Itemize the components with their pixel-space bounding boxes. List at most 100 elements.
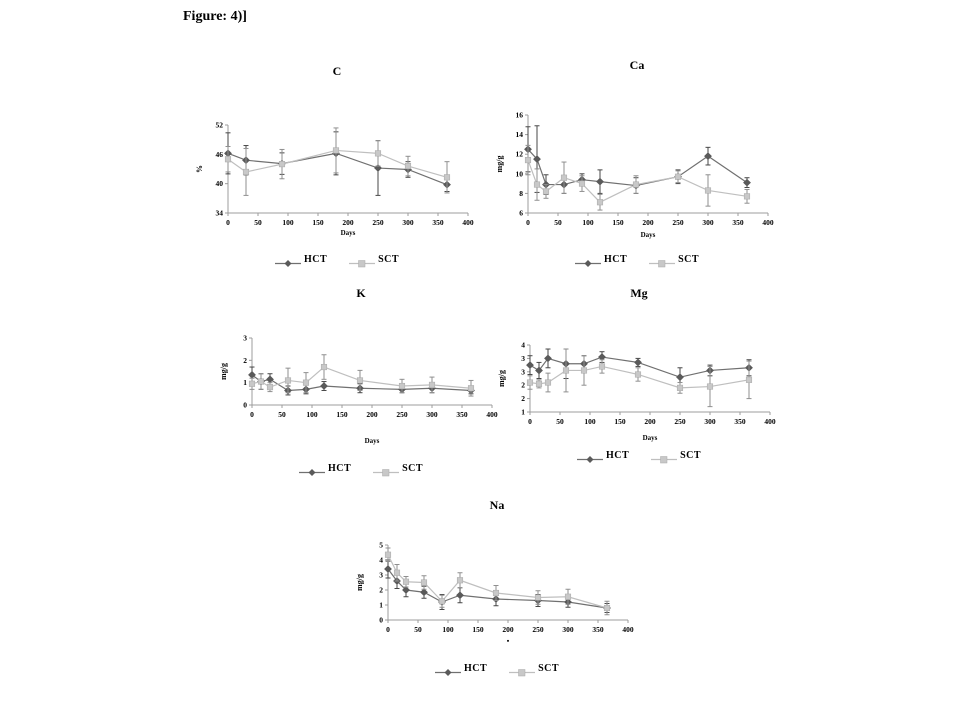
chart-mg-legend: HCT SCT: [494, 450, 784, 464]
svg-text:34: 34: [216, 209, 224, 218]
svg-text:0: 0: [526, 218, 530, 227]
svg-text:46: 46: [216, 150, 224, 159]
svg-text:400: 400: [486, 410, 498, 419]
svg-text:250: 250: [674, 417, 686, 426]
hct-diamond-marker-icon: [298, 464, 325, 476]
chart-c-plot: 34 40 46 52 0 50 100 150 200 250 300 350 400 Days%: [195, 121, 474, 238]
svg-text:1: 1: [243, 378, 247, 387]
svg-text:350: 350: [432, 218, 444, 227]
svg-text:300: 300: [426, 410, 438, 419]
svg-text:3: 3: [521, 367, 525, 376]
legend-item-sct: SCT: [349, 254, 400, 268]
chart-ca-plot: 6 8 10 12 14 16 0 50 100 150 200 250 300 350 400 Days mg…: [495, 111, 774, 240]
svg-text:250: 250: [672, 218, 684, 227]
svg-text:100: 100: [584, 417, 596, 426]
svg-text:50: 50: [278, 410, 286, 419]
svg-text:8: 8: [519, 189, 523, 198]
svg-text:40: 40: [216, 179, 224, 188]
svg-text:Days: Days: [641, 231, 656, 239]
svg-text:12: 12: [516, 150, 524, 159]
legend-label-hct: HCT: [303, 254, 328, 265]
svg-text:▪: ▪: [507, 637, 510, 645]
svg-text:150: 150: [612, 218, 624, 227]
svg-text:350: 350: [732, 218, 744, 227]
svg-text:mg/g: mg/g: [219, 363, 228, 380]
svg-text:200: 200: [502, 625, 514, 634]
sct-square-marker-icon: [349, 255, 376, 268]
svg-text:300: 300: [562, 625, 574, 634]
hct-diamond-marker-icon: [576, 451, 603, 463]
legend-label-sct: SCT: [402, 463, 424, 474]
svg-text:3: 3: [243, 334, 247, 343]
svg-text:300: 300: [704, 417, 716, 426]
svg-text:1: 1: [521, 408, 525, 417]
legend-item-sct: SCT: [649, 254, 699, 268]
chart-ca-title: Ca: [629, 58, 645, 72]
svg-text:250: 250: [372, 218, 384, 227]
legend-label-sct: SCT: [538, 663, 560, 674]
legend-item-hct: HCT: [274, 254, 328, 267]
legend-item-hct: HCT: [576, 450, 630, 463]
svg-text:50: 50: [554, 218, 562, 227]
svg-text:4: 4: [521, 341, 525, 350]
svg-text:250: 250: [396, 410, 408, 419]
legend-label-hct: HCT: [605, 450, 630, 461]
svg-text:350: 350: [592, 625, 604, 634]
svg-text:0: 0: [250, 410, 254, 419]
svg-text:2: 2: [521, 381, 525, 390]
svg-text:100: 100: [442, 625, 454, 634]
svg-text:200: 200: [366, 410, 378, 419]
svg-text:350: 350: [734, 417, 746, 426]
svg-text:16: 16: [516, 111, 524, 120]
svg-text:Days: Days: [341, 229, 356, 237]
svg-text:100: 100: [306, 410, 318, 419]
svg-text:400: 400: [762, 218, 774, 227]
svg-text:400: 400: [764, 417, 776, 426]
svg-text:mg/g: mg/g: [497, 370, 506, 387]
svg-text:150: 150: [614, 417, 626, 426]
svg-text:6: 6: [519, 209, 523, 218]
svg-text:1: 1: [379, 601, 383, 610]
svg-text:150: 150: [472, 625, 484, 634]
legend-item-sct: SCT: [651, 450, 702, 464]
sct-square-marker-icon: [649, 255, 676, 268]
svg-text:4: 4: [379, 556, 383, 565]
svg-text:400: 400: [622, 625, 634, 634]
sct-square-marker-icon: [651, 451, 678, 464]
svg-text:Days: Days: [643, 434, 658, 442]
svg-text:300: 300: [402, 218, 414, 227]
hct-diamond-marker-icon: [434, 664, 461, 676]
svg-text:%: %: [195, 165, 204, 173]
legend-label-sct: SCT: [680, 450, 702, 461]
svg-text:Days: Days: [365, 437, 380, 445]
figure-label: Figure: 4)]: [183, 9, 247, 24]
svg-text:3: 3: [521, 354, 525, 363]
svg-text:100: 100: [582, 218, 594, 227]
svg-text:200: 200: [644, 417, 656, 426]
hct-diamond-marker-icon: [274, 255, 301, 267]
svg-text:3: 3: [379, 571, 383, 580]
chart-mg-title: Mg: [630, 286, 648, 300]
svg-text:0: 0: [243, 401, 247, 410]
legend-label-hct: HCT: [603, 254, 628, 265]
svg-text:10: 10: [516, 169, 524, 178]
chart-na-legend: HCT SCT: [352, 663, 642, 677]
legend-label-hct: HCT: [327, 463, 352, 474]
svg-text:150: 150: [336, 410, 348, 419]
chart-ca-legend: HCT SCT: [492, 254, 782, 268]
svg-text:0: 0: [379, 616, 383, 625]
svg-text:50: 50: [556, 417, 564, 426]
svg-text:0: 0: [226, 218, 230, 227]
svg-text:400: 400: [462, 218, 474, 227]
legend-label-sct: SCT: [378, 254, 400, 265]
chart-na-title: Na: [489, 498, 505, 512]
chart-k-plot: 0 1 2 3 0 50 100 150 200 250 300 350 400 Days mg/g: [219, 334, 498, 446]
sct-square-marker-icon: [509, 664, 536, 677]
svg-text:mg/g: mg/g: [495, 156, 504, 173]
legend-item-hct: HCT: [574, 254, 628, 267]
chart-k-title: K: [356, 286, 366, 300]
svg-text:14: 14: [516, 130, 524, 139]
svg-text:100: 100: [282, 218, 294, 227]
svg-text:250: 250: [532, 625, 544, 634]
svg-text:2: 2: [243, 356, 247, 365]
